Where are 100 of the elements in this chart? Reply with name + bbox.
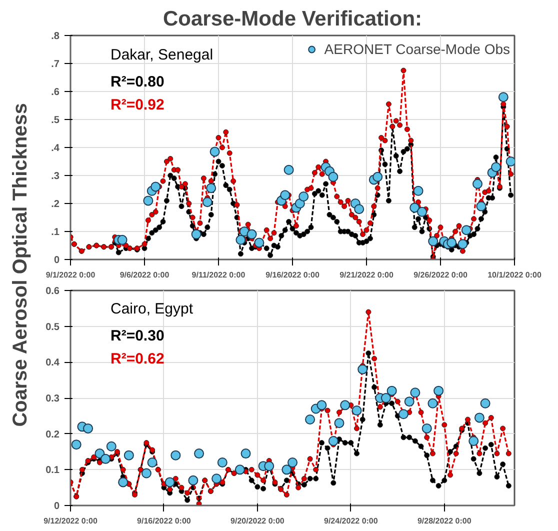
point — [164, 477, 175, 488]
x-tick-label: 10/1/2022 0:00 — [488, 270, 542, 280]
point — [143, 196, 154, 206]
point — [305, 414, 316, 424]
point — [117, 234, 128, 245]
point — [298, 192, 309, 202]
point — [206, 183, 216, 194]
x-tick-label: 9/16/2022 0:00 — [137, 516, 192, 526]
point — [202, 197, 212, 208]
point — [234, 464, 245, 475]
x-tick-label: 9/11/2022 0:00 — [192, 270, 246, 280]
point — [100, 454, 111, 464]
point — [413, 186, 424, 196]
point — [404, 396, 414, 407]
y-tick-label: 0 — [54, 255, 60, 266]
point — [150, 182, 161, 192]
point — [191, 229, 202, 240]
y-tick-label: .8 — [51, 31, 60, 42]
point — [472, 178, 482, 189]
point — [210, 146, 220, 157]
y-tick-label: .2 — [51, 199, 60, 210]
y-tick-label: 0.5 — [46, 322, 60, 333]
x-tick-label: 9/20/2022 0:00 — [230, 516, 285, 526]
point — [294, 198, 305, 208]
point — [316, 400, 327, 410]
annotation: R²=0.30 — [110, 328, 164, 344]
point — [83, 423, 94, 434]
point — [461, 225, 472, 236]
y-tick-label: 0.2 — [46, 429, 60, 440]
point — [212, 474, 222, 484]
point — [410, 202, 420, 213]
point — [106, 441, 116, 452]
y-tick-label: 0.6 — [46, 286, 60, 297]
point — [458, 239, 468, 250]
y-tick-label: .7 — [51, 59, 60, 70]
point — [434, 386, 444, 396]
y-tick-label: .1 — [51, 227, 60, 238]
point — [474, 412, 484, 423]
point — [246, 229, 257, 240]
x-tick-label: 9/26/2022 0:00 — [414, 270, 468, 280]
point — [476, 201, 486, 212]
annotation: R²=0.80 — [110, 74, 164, 90]
point — [217, 458, 228, 468]
point — [422, 423, 432, 434]
y-axis-title: Coarse Aerosol Optical Thickness — [10, 102, 32, 427]
point — [328, 172, 338, 182]
point — [124, 450, 134, 460]
point — [398, 409, 408, 420]
y-tick-label: .6 — [51, 87, 60, 98]
point — [468, 436, 479, 446]
point — [506, 156, 514, 166]
point — [428, 398, 438, 408]
point — [240, 448, 251, 459]
point — [141, 468, 152, 478]
annotation: Dakar, Senegal — [110, 46, 214, 64]
y-tick-label: .5 — [51, 115, 60, 126]
annotation: R²=0.92 — [110, 96, 164, 114]
point — [340, 400, 350, 410]
annotation: Cairo, Egypt — [110, 300, 194, 318]
point — [352, 406, 362, 416]
point — [188, 475, 198, 486]
legend-label: AERONET Coarse-Mode Obs — [324, 41, 510, 57]
point — [280, 190, 290, 200]
point — [410, 388, 420, 398]
point — [372, 172, 383, 182]
x-tick-label: 9/1/2022 0:00 — [46, 270, 96, 280]
x-tick-label: 9/6/2022 0:00 — [120, 270, 170, 280]
point — [354, 204, 364, 214]
point — [194, 448, 204, 459]
x-tick-label: 9/24/2022 0:00 — [324, 516, 378, 526]
point — [498, 92, 508, 102]
annotation: R²=0.62 — [110, 350, 164, 368]
point — [147, 458, 158, 468]
chart-title: Coarse-Mode Verification: — [162, 8, 422, 30]
x-tick-label: 9/12/2022 0:00 — [44, 516, 98, 526]
point — [446, 238, 457, 248]
point — [417, 206, 427, 217]
point — [282, 464, 292, 475]
x-tick-label: 9/21/2022 0:00 — [340, 270, 394, 280]
y-tick-label: 0.1 — [46, 465, 60, 476]
point — [254, 238, 264, 248]
point — [170, 450, 181, 460]
point — [358, 364, 368, 374]
x-tick-label: 9/16/2022 0:00 — [266, 270, 320, 280]
point — [71, 440, 82, 450]
point — [236, 234, 246, 245]
point — [288, 458, 298, 468]
y-tick-label: 0 — [54, 501, 60, 512]
x-tick-label: 9/28/2022 0:00 — [417, 516, 472, 526]
y-tick-label: .3 — [51, 171, 60, 182]
point — [428, 236, 438, 246]
point — [491, 162, 501, 172]
y-tick-label: 0.4 — [46, 358, 60, 369]
y-tick-label: .4 — [51, 143, 60, 154]
point — [334, 418, 344, 428]
point — [239, 226, 250, 236]
point — [328, 436, 338, 446]
point — [264, 461, 274, 472]
point — [386, 386, 397, 396]
point — [118, 477, 128, 488]
